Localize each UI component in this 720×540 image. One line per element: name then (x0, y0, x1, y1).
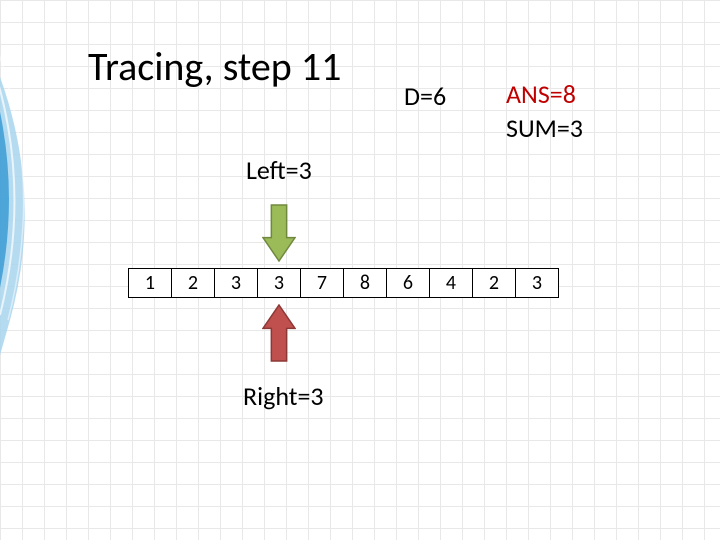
array-cell: 6 (386, 268, 430, 298)
array-cell: 1 (128, 268, 172, 298)
right-pointer-label: Right=3 (243, 380, 324, 412)
array-row: 1233786423 (128, 268, 559, 298)
array-cell: 3 (214, 268, 258, 298)
right-pointer-arrow-icon (262, 304, 296, 362)
left-pointer-label: Left=3 (246, 154, 312, 186)
array-cell: 4 (429, 268, 473, 298)
array-cell: 2 (472, 268, 516, 298)
variable-sum: SUM=3 (506, 112, 583, 144)
slide-title: Tracing, step 11 (88, 42, 341, 91)
left-pointer-arrow-icon (262, 204, 296, 262)
array-cell: 2 (171, 268, 215, 298)
array-cell: 3 (515, 268, 559, 298)
array-cell: 3 (257, 268, 301, 298)
variable-d: D=6 (404, 80, 446, 112)
array-cell: 7 (300, 268, 344, 298)
variable-ans: ANS=8 (506, 78, 576, 110)
array-cell: 8 (343, 268, 387, 298)
decorative-swoosh (0, 0, 100, 540)
